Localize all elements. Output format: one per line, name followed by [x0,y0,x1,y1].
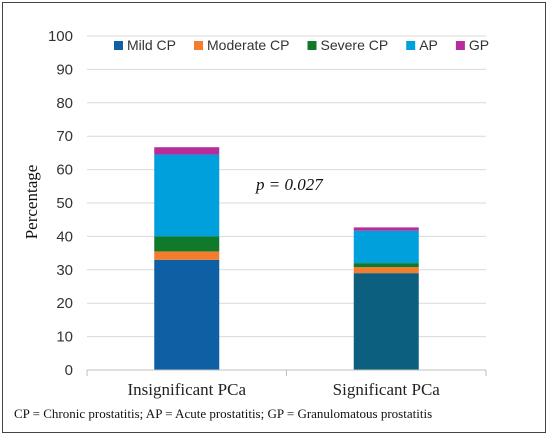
y-tick-label: 50 [56,195,73,212]
bar-segment-severe-cp [154,236,220,252]
bar-segment-moderate-cp [154,251,220,260]
legend-label: GP [469,37,489,53]
y-tick-label: 10 [56,329,73,346]
chart-frame [2,2,546,433]
legend-label: Severe CP [321,37,389,53]
legend: Mild CP Moderate CP Severe CP AP GP [114,37,489,53]
legend-label: Moderate CP [207,37,289,53]
y-tick-label: 90 [56,61,73,78]
bar-segment-gp [154,147,220,155]
bar-segment-gp [353,227,419,231]
legend-swatch [194,41,204,50]
y-tick-label: 70 [56,128,73,145]
legend-swatch [307,41,317,50]
legend-swatch [455,41,465,50]
bars [154,147,419,370]
legend-swatch [114,41,123,50]
legend-swatch [406,41,416,50]
bar-segment-severe-cp [353,263,419,268]
bar-segment-mild-cp [353,273,419,370]
y-tick-label: 100 [48,28,73,45]
bar-segment-ap [353,230,419,264]
bar-segment-moderate-cp [353,267,419,274]
x-category-label: Insignificant PCa [127,380,246,399]
y-tick-label: 0 [65,362,73,379]
bar-segment-mild-cp [154,259,220,370]
y-tick-label: 30 [56,262,73,279]
y-tick-label: 60 [56,162,73,179]
y-tick-label: 40 [56,228,73,245]
legend-label: Mild CP [127,37,176,53]
y-tick-label: 80 [56,95,73,112]
x-category-label: Significant PCa [333,380,441,399]
gridlines [87,35,486,338]
axes: 0 10 20 30 40 50 60 70 80 90 100 Insignificant PCa S… [48,28,487,399]
bar-segment-ap [154,154,220,237]
y-axis-label: Percentage [22,165,41,240]
p-value-annotation: p = 0.027 [255,175,324,194]
legend-label: AP [419,37,438,53]
y-tick-label: 20 [56,295,73,312]
abbreviations-footnote: CP = Chronic prostatitis; AP = Acute pro… [14,406,432,421]
